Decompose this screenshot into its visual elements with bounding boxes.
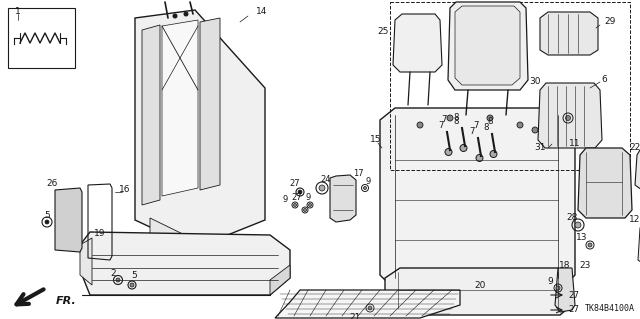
Polygon shape	[555, 268, 575, 312]
Circle shape	[417, 122, 423, 128]
Circle shape	[517, 122, 523, 128]
Text: 8: 8	[483, 123, 489, 132]
Polygon shape	[275, 290, 460, 318]
Polygon shape	[162, 20, 198, 196]
Text: 7: 7	[438, 122, 444, 130]
Text: 17: 17	[353, 169, 364, 179]
Circle shape	[476, 154, 483, 161]
Circle shape	[364, 187, 367, 189]
Text: 27: 27	[568, 306, 579, 315]
Circle shape	[173, 14, 177, 18]
Text: 31: 31	[534, 144, 546, 152]
Text: 9: 9	[547, 278, 553, 286]
Text: 22: 22	[629, 144, 640, 152]
Polygon shape	[635, 150, 640, 190]
Text: 15: 15	[371, 136, 381, 145]
Polygon shape	[270, 265, 290, 295]
Circle shape	[490, 151, 497, 158]
Polygon shape	[638, 222, 640, 265]
Polygon shape	[55, 188, 82, 252]
Polygon shape	[455, 6, 520, 85]
Circle shape	[303, 209, 307, 211]
Circle shape	[447, 115, 453, 121]
Polygon shape	[540, 12, 598, 55]
Text: FR.: FR.	[56, 296, 77, 306]
Polygon shape	[538, 83, 602, 148]
Text: 19: 19	[94, 228, 106, 238]
Text: 27: 27	[292, 194, 302, 203]
Circle shape	[575, 222, 581, 228]
Polygon shape	[330, 175, 356, 222]
Polygon shape	[135, 10, 265, 248]
Text: 24: 24	[321, 175, 332, 184]
Text: 28: 28	[566, 213, 578, 222]
Circle shape	[445, 149, 452, 155]
Text: 7: 7	[473, 122, 479, 130]
Text: 23: 23	[579, 261, 591, 270]
Circle shape	[566, 115, 570, 121]
Circle shape	[319, 185, 325, 191]
Text: 5: 5	[131, 271, 137, 280]
Circle shape	[460, 145, 467, 152]
Polygon shape	[200, 18, 220, 190]
Text: 8: 8	[453, 113, 459, 122]
Polygon shape	[448, 2, 528, 90]
Text: 6: 6	[601, 76, 607, 85]
Text: 9: 9	[305, 192, 310, 202]
Text: 13: 13	[576, 234, 588, 242]
Text: 7: 7	[441, 115, 447, 124]
Circle shape	[532, 127, 538, 133]
Circle shape	[294, 204, 296, 206]
Circle shape	[368, 306, 372, 310]
Polygon shape	[393, 14, 442, 72]
Text: 16: 16	[119, 186, 131, 195]
Circle shape	[487, 115, 493, 121]
Text: 26: 26	[46, 179, 58, 188]
Circle shape	[308, 204, 312, 206]
Text: 21: 21	[349, 314, 361, 319]
Text: 9: 9	[365, 176, 371, 186]
Polygon shape	[385, 268, 572, 315]
Circle shape	[298, 190, 302, 194]
Circle shape	[556, 286, 560, 290]
Circle shape	[130, 283, 134, 287]
Circle shape	[588, 243, 592, 247]
Text: 27: 27	[568, 291, 579, 300]
Text: 9: 9	[282, 196, 287, 204]
Text: 29: 29	[604, 18, 616, 26]
Polygon shape	[380, 108, 575, 290]
Text: 7: 7	[469, 128, 475, 137]
Text: TK84B4100A: TK84B4100A	[585, 304, 635, 313]
Circle shape	[45, 220, 49, 224]
Text: 1: 1	[15, 8, 21, 17]
Text: 5: 5	[44, 211, 50, 219]
Text: 30: 30	[529, 78, 541, 86]
Text: 11: 11	[569, 139, 580, 149]
Text: 27: 27	[290, 180, 300, 189]
Text: 8: 8	[453, 117, 459, 127]
Polygon shape	[578, 148, 632, 218]
Polygon shape	[80, 238, 92, 285]
Polygon shape	[142, 25, 160, 205]
Text: 18: 18	[559, 261, 571, 270]
Polygon shape	[80, 232, 290, 295]
Text: 20: 20	[474, 280, 486, 290]
Text: 12: 12	[629, 216, 640, 225]
Text: 14: 14	[256, 8, 268, 17]
Circle shape	[116, 278, 120, 282]
Circle shape	[184, 12, 188, 16]
Bar	[390, 2, 630, 170]
Polygon shape	[150, 218, 195, 255]
Text: 2: 2	[110, 269, 116, 278]
Text: 8: 8	[487, 117, 493, 127]
Text: 25: 25	[378, 27, 388, 36]
